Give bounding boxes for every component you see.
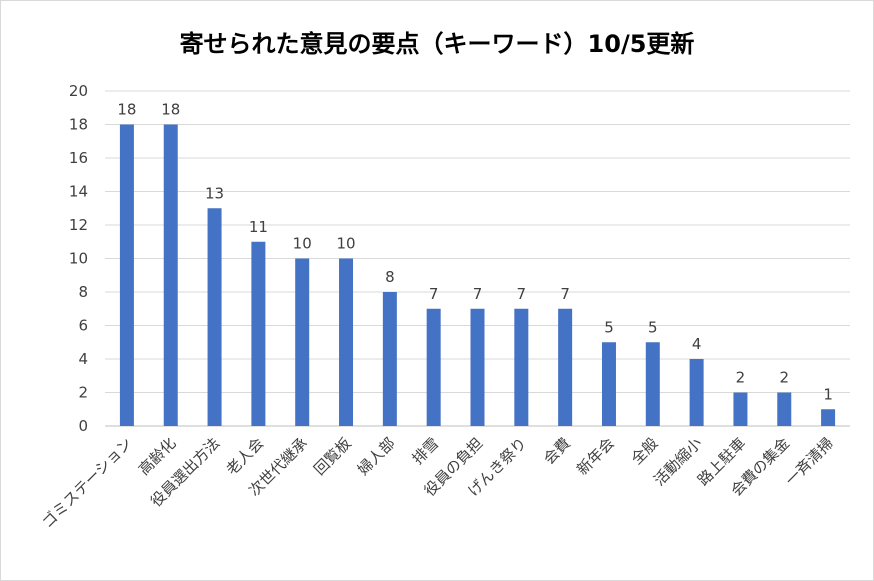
y-tick-label: 12 bbox=[69, 216, 88, 234]
bar bbox=[339, 258, 354, 426]
data-label: 10 bbox=[336, 235, 355, 253]
data-label: 2 bbox=[779, 369, 789, 387]
data-label: 11 bbox=[249, 218, 268, 236]
data-label: 8 bbox=[385, 268, 395, 286]
data-label: 1 bbox=[823, 385, 833, 403]
x-category-label: ゴミステーション bbox=[38, 434, 135, 531]
bar bbox=[645, 342, 660, 426]
y-tick-label: 6 bbox=[78, 317, 88, 335]
y-tick-label: 8 bbox=[78, 283, 88, 301]
y-tick-label: 0 bbox=[78, 417, 88, 435]
y-tick-label: 2 bbox=[78, 384, 88, 402]
data-label: 18 bbox=[117, 101, 136, 119]
bar bbox=[382, 292, 397, 426]
data-label: 4 bbox=[692, 335, 702, 353]
x-category-label: 会費 bbox=[540, 434, 574, 468]
bar bbox=[207, 208, 222, 426]
bar bbox=[733, 392, 748, 426]
data-label: 18 bbox=[161, 101, 180, 119]
y-tick-label: 4 bbox=[78, 350, 88, 368]
bar bbox=[601, 342, 616, 426]
x-category-label: 婦人部 bbox=[354, 434, 399, 479]
x-category-label: 回覧板 bbox=[310, 434, 355, 479]
y-tick-label: 18 bbox=[69, 116, 88, 134]
data-label: 5 bbox=[648, 318, 658, 336]
bar bbox=[119, 124, 134, 426]
bar bbox=[514, 308, 529, 426]
y-tick-label: 20 bbox=[69, 82, 88, 100]
data-label: 10 bbox=[293, 235, 312, 253]
bar bbox=[470, 308, 485, 426]
bar bbox=[689, 359, 704, 426]
bar bbox=[163, 124, 178, 426]
bar bbox=[251, 241, 266, 426]
y-tick-label: 16 bbox=[69, 149, 88, 167]
x-category-label: 新年会 bbox=[573, 434, 618, 479]
bar bbox=[426, 308, 441, 426]
bar bbox=[295, 258, 310, 426]
data-label: 13 bbox=[205, 184, 224, 202]
data-label: 7 bbox=[429, 285, 439, 303]
x-category-label: 一斉清掃 bbox=[782, 434, 837, 489]
bar bbox=[777, 392, 792, 426]
x-category-label: 全般 bbox=[628, 434, 662, 468]
y-tick-label: 14 bbox=[69, 183, 88, 201]
data-label: 7 bbox=[560, 285, 570, 303]
data-label: 7 bbox=[473, 285, 483, 303]
chart-title: 寄せられた意見の要点（キーワード）10/5更新 bbox=[180, 30, 695, 58]
data-label: 2 bbox=[736, 369, 746, 387]
y-tick-label: 10 bbox=[69, 250, 88, 268]
bar bbox=[821, 409, 836, 426]
x-category-label: 排雪 bbox=[409, 434, 443, 468]
data-label: 5 bbox=[604, 318, 614, 336]
bar bbox=[558, 308, 573, 426]
data-label: 7 bbox=[517, 285, 527, 303]
